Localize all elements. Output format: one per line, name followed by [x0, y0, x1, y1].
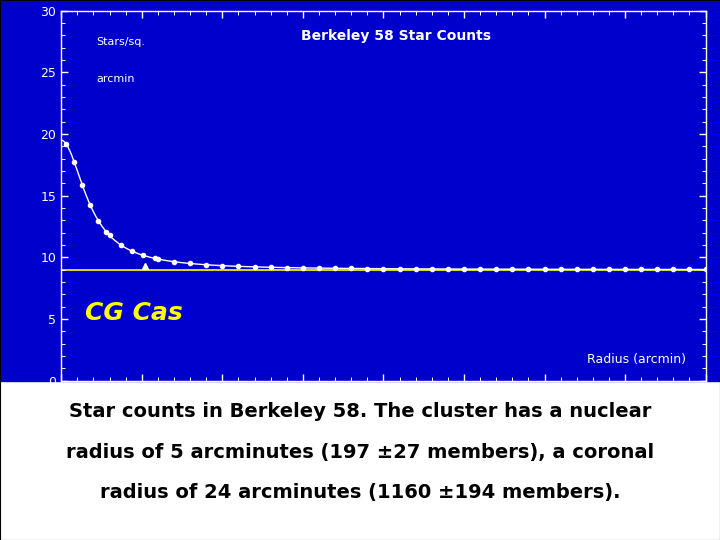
Text: radius of 24 arcminutes (1160 ±194 members).: radius of 24 arcminutes (1160 ±194 membe…	[100, 483, 620, 502]
Bar	[0, 0, 720, 381]
Text: Berkeley 58 Star Counts: Berkeley 58 Star Counts	[301, 29, 491, 43]
Text: Radius (arcmin): Radius (arcmin)	[588, 353, 686, 366]
Text: Stars/sq.: Stars/sq.	[96, 37, 145, 46]
Text: radius of 5 arcminutes (197 ±27 members), a coronal: radius of 5 arcminutes (197 ±27 members)…	[66, 443, 654, 462]
Text: arcmin: arcmin	[96, 73, 135, 84]
Text: CG Cas: CG Cas	[86, 301, 183, 325]
Text: Star counts in Berkeley 58. The cluster has a nuclear: Star counts in Berkeley 58. The cluster …	[69, 402, 651, 421]
